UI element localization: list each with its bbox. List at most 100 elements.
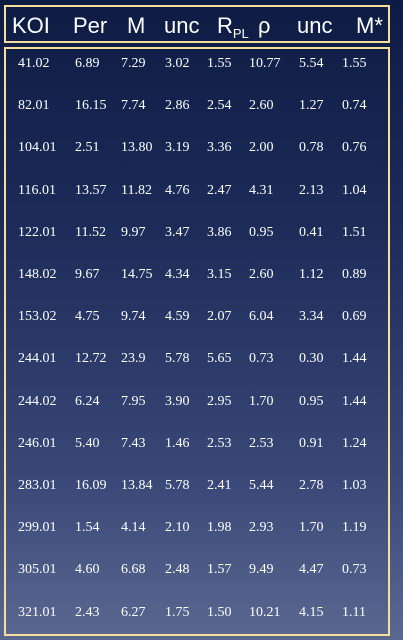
cell-period: 4.60 bbox=[75, 562, 100, 578]
cell-mass-unc: 3.47 bbox=[165, 224, 190, 240]
cell-mass: 11.82 bbox=[121, 182, 152, 198]
cell-radius: 2.54 bbox=[207, 98, 232, 114]
cell-density: 5.44 bbox=[249, 478, 274, 493]
cell-density-unc: 1.12 bbox=[299, 267, 324, 282]
cell-koi: 305.01 bbox=[18, 562, 57, 578]
cell-mass: 13.80 bbox=[121, 140, 153, 156]
cell-stellar-mass: 0.69 bbox=[342, 309, 367, 325]
table-header-frame bbox=[4, 5, 390, 43]
cell-density: 2.00 bbox=[249, 140, 274, 156]
cell-koi: 82.01 bbox=[18, 98, 50, 114]
cell-koi: 104.01 bbox=[18, 140, 57, 156]
table-row: 299.01 1.54 4.14 2.10 1.98 2.93 1.70 1.19 bbox=[0, 518, 403, 538]
cell-koi: 41.02 bbox=[18, 56, 50, 71]
table-row: 41.02 6.89 7.29 3.02 1.55 10.77 5.54 1.55 bbox=[0, 54, 403, 74]
cell-mass-unc: 3.02 bbox=[165, 56, 190, 71]
cell-density: 1.70 bbox=[249, 393, 274, 409]
cell-mass-unc: 5.78 bbox=[165, 478, 190, 493]
cell-stellar-mass: 0.74 bbox=[342, 98, 367, 114]
cell-stellar-mass: 1.44 bbox=[342, 351, 367, 367]
cell-koi: 122.01 bbox=[18, 224, 57, 240]
cell-mass-unc: 2.10 bbox=[165, 520, 190, 536]
cell-koi: 299.01 bbox=[18, 520, 57, 536]
cell-radius: 1.50 bbox=[207, 604, 232, 620]
cell-mass: 9.74 bbox=[121, 309, 146, 325]
cell-density: 6.04 bbox=[249, 309, 274, 325]
cell-density: 4.31 bbox=[249, 182, 274, 198]
table-row: 148.02 9.67 14.75 4.34 3.15 2.60 1.12 0.89 bbox=[0, 265, 403, 285]
cell-koi: 244.02 bbox=[18, 393, 57, 409]
cell-mass: 9.97 bbox=[121, 224, 146, 240]
cell-radius: 1.57 bbox=[207, 562, 232, 578]
cell-radius: 2.47 bbox=[207, 182, 232, 198]
cell-radius: 5.65 bbox=[207, 351, 232, 367]
cell-koi: 246.01 bbox=[18, 435, 57, 451]
table-row: 305.01 4.60 6.68 2.48 1.57 9.49 4.47 0.73 bbox=[0, 560, 403, 580]
cell-mass: 7.29 bbox=[121, 56, 146, 71]
cell-period: 2.43 bbox=[75, 604, 100, 620]
cell-mass: 23.9 bbox=[121, 351, 146, 367]
cell-radius: 2.07 bbox=[207, 309, 232, 325]
cell-mass: 13.84 bbox=[121, 478, 153, 493]
cell-density: 0.73 bbox=[249, 351, 274, 367]
cell-mass: 7.43 bbox=[121, 435, 146, 451]
cell-density-unc: 1.70 bbox=[299, 520, 324, 536]
header-koi: KOI bbox=[12, 13, 50, 38]
cell-period: 16.15 bbox=[75, 98, 107, 114]
cell-radius: 1.98 bbox=[207, 520, 232, 536]
cell-density-unc: 2.13 bbox=[299, 182, 324, 198]
cell-density-unc: 0.41 bbox=[299, 224, 324, 240]
header-density-uncertainty: unc bbox=[297, 13, 333, 38]
table-row: 244.01 12.72 23.9 5.78 5.65 0.73 0.30 1.44 bbox=[0, 349, 403, 369]
cell-density-unc: 4.15 bbox=[299, 604, 324, 620]
cell-density: 2.93 bbox=[249, 520, 274, 536]
cell-stellar-mass: 1.04 bbox=[342, 182, 367, 198]
cell-stellar-mass: 1.03 bbox=[342, 478, 367, 493]
header-stellar-mass: M* bbox=[356, 13, 383, 38]
cell-density-unc: 3.34 bbox=[299, 309, 324, 325]
header-period: Per bbox=[73, 13, 108, 38]
header-mass-uncertainty: unc bbox=[164, 13, 200, 38]
cell-koi: 153.02 bbox=[18, 309, 57, 325]
cell-period: 13.57 bbox=[75, 182, 107, 198]
cell-radius: 3.86 bbox=[207, 224, 232, 240]
table-row: 104.01 2.51 13.80 3.19 3.36 2.00 0.78 0.76 bbox=[0, 138, 403, 158]
cell-mass-unc: 1.46 bbox=[165, 435, 190, 451]
cell-mass-unc: 4.59 bbox=[165, 309, 190, 325]
header-radius-symbol: R bbox=[217, 13, 233, 38]
cell-mass-unc: 4.34 bbox=[165, 267, 190, 282]
cell-mass: 7.74 bbox=[121, 98, 146, 114]
table-row: 122.01 11.52 9.97 3.47 3.86 0.95 0.41 1.51 bbox=[0, 223, 403, 243]
cell-mass-unc: 3.90 bbox=[165, 393, 190, 409]
cell-mass: 14.75 bbox=[121, 267, 153, 282]
table-row: 283.01 16.09 13.84 5.78 2.41 5.44 2.78 1.03 bbox=[0, 476, 403, 496]
cell-mass: 6.68 bbox=[121, 562, 146, 578]
cell-period: 16.09 bbox=[75, 478, 107, 493]
cell-period: 6.89 bbox=[75, 56, 100, 71]
cell-period: 1.54 bbox=[75, 520, 100, 536]
header-planet-radius: RPL bbox=[217, 11, 249, 49]
cell-density-unc: 0.78 bbox=[299, 140, 324, 156]
cell-mass: 4.14 bbox=[121, 520, 146, 536]
cell-mass-unc: 3.19 bbox=[165, 140, 190, 156]
table-row: 244.02 6.24 7.95 3.90 2.95 1.70 0.95 1.44 bbox=[0, 392, 403, 412]
header-density: ρ bbox=[258, 13, 271, 38]
cell-radius: 1.55 bbox=[207, 56, 232, 71]
cell-koi: 148.02 bbox=[18, 267, 57, 282]
cell-koi: 116.01 bbox=[18, 182, 56, 198]
table-body-frame bbox=[4, 47, 390, 636]
cell-mass: 7.95 bbox=[121, 393, 146, 409]
cell-mass-unc: 1.75 bbox=[165, 604, 190, 620]
cell-period: 6.24 bbox=[75, 393, 100, 409]
cell-radius: 2.95 bbox=[207, 393, 232, 409]
cell-period: 5.40 bbox=[75, 435, 100, 451]
cell-stellar-mass: 0.73 bbox=[342, 562, 367, 578]
cell-koi: 283.01 bbox=[18, 478, 57, 493]
cell-period: 11.52 bbox=[75, 224, 106, 240]
cell-koi: 244.01 bbox=[18, 351, 57, 367]
table-row: 321.01 2.43 6.27 1.75 1.50 10.21 4.15 1.11 bbox=[0, 603, 403, 623]
cell-radius: 3.15 bbox=[207, 267, 232, 282]
cell-stellar-mass: 1.55 bbox=[342, 56, 367, 71]
cell-mass-unc: 2.48 bbox=[165, 562, 190, 578]
cell-radius: 2.41 bbox=[207, 478, 232, 493]
